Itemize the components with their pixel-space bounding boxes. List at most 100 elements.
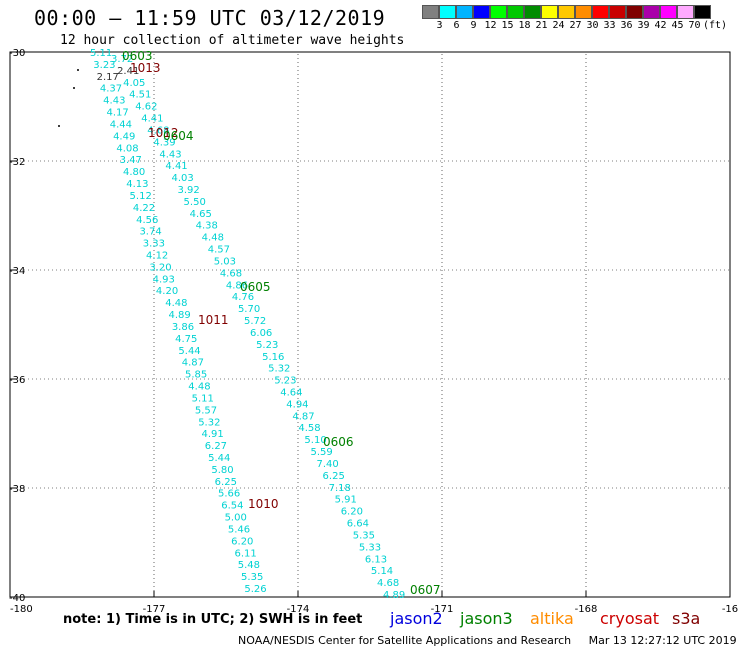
swh-value: 4.48 [188, 382, 210, 393]
swh-value: 4.58 [298, 423, 320, 434]
coast-dot [58, 125, 60, 127]
time-label: 1012 [148, 126, 179, 140]
colorbar-legend [422, 5, 711, 19]
swh-value: 4.49 [113, 131, 135, 142]
colorbar-label: 36 [620, 20, 633, 31]
colorbar-swatch [575, 5, 592, 19]
swh-value: 4.62 [135, 102, 157, 113]
swh-value: 6.54 [221, 501, 243, 512]
colorbar-swatch [456, 5, 473, 19]
swh-value: 5.35 [353, 530, 375, 541]
swh-value: 4.44 [110, 119, 132, 130]
footnote: note: 1) Time is in UTC; 2) SWH is in fe… [63, 612, 363, 627]
swh-value: 5.50 [184, 197, 206, 208]
swh-value: 4.89 [169, 310, 191, 321]
swh-value: 5.72 [244, 316, 266, 327]
colorbar-swatch [609, 5, 626, 19]
colorbar-label: 30 [586, 20, 599, 31]
satellite-jason3: jason3 [460, 609, 513, 628]
lon-tick-label: -168 [575, 604, 598, 615]
colorbar-label: 33 [603, 20, 616, 31]
swh-value: 5.70 [238, 304, 260, 315]
colorbar-swatch [592, 5, 609, 19]
swh-value: 5.35 [241, 572, 263, 583]
swh-value: 4.87 [182, 358, 204, 369]
map-frame [9, 51, 731, 598]
colorbar-swatch [558, 5, 575, 19]
swh-value: 5.11 [192, 393, 214, 404]
satellite-s3a: s3a [672, 609, 701, 628]
swh-value: 3.33 [143, 239, 165, 250]
page-title: 00:00 – 11:59 UTC 03/12/2019 [34, 6, 386, 30]
swh-value: 5.14 [371, 566, 393, 577]
swh-value: 3.74 [139, 227, 161, 238]
lat-tick-label: -36 [9, 375, 25, 386]
lat-tick-label: -30 [9, 48, 25, 59]
swh-value: 4.48 [202, 233, 224, 244]
swh-value: 5.48 [238, 560, 260, 571]
swh-value: 4.08 [116, 143, 138, 154]
colorbar-label: 12 [484, 20, 497, 31]
swh-value: 4.68 [377, 578, 399, 589]
swh-value: 4.87 [292, 411, 314, 422]
swh-value: 5.23 [256, 340, 278, 351]
lat-tick-label: -32 [9, 157, 25, 168]
swh-value: 5.12 [130, 191, 152, 202]
swh-value: 6.13 [365, 554, 387, 565]
swh-value: 4.03 [171, 173, 193, 184]
swh-value: 4.65 [190, 209, 212, 220]
swh-value: 6.11 [234, 548, 256, 559]
swh-value: 3.23 [93, 60, 115, 71]
swh-value: 5.46 [228, 524, 250, 535]
colorbar-labels: 3 6 9 12 15 18 21 24 27 30 33 36 39 42 45 70 (ft) [422, 20, 740, 34]
swh-value: 5.32 [268, 364, 290, 375]
swh-value: 5.00 [225, 513, 247, 524]
swh-value: 2.17 [97, 72, 119, 83]
swh-value: 4.64 [280, 387, 302, 398]
swh-value: 7.18 [329, 483, 351, 494]
swh-value: 5.32 [198, 417, 220, 428]
satellite-cryosat: cryosat [600, 609, 660, 628]
swh-value: 3.20 [149, 262, 171, 273]
time-label: 0605 [240, 280, 271, 294]
colorbar-label: 24 [552, 20, 565, 31]
lon-tick-label: -16 [722, 604, 738, 615]
swh-value: 4.38 [196, 221, 218, 232]
coast-dot [77, 69, 79, 71]
colorbar-label: 9 [470, 20, 477, 31]
colorbar-label: 3 [436, 20, 443, 31]
lat-tick-label: -40 [9, 593, 25, 604]
swh-value: 5.80 [211, 465, 233, 476]
swh-value: 4.48 [165, 298, 187, 309]
colorbar-label: 21 [535, 20, 548, 31]
swh-value: 5.23 [274, 376, 296, 387]
time-label: 1013 [130, 61, 161, 75]
swh-value: 4.91 [201, 429, 223, 440]
swh-value: 4.57 [208, 245, 230, 256]
swh-value: 5.91 [335, 495, 357, 506]
swh-value: 4.89 [383, 590, 405, 601]
swh-value: 4.17 [106, 108, 128, 119]
swh-value: 4.41 [165, 161, 187, 172]
swh-value: 6.20 [341, 507, 363, 518]
swh-value: 5.16 [262, 352, 284, 363]
swh-value: 4.86 [226, 280, 248, 291]
colorbar-swatch [490, 5, 507, 19]
swh-value: 6.25 [215, 477, 237, 488]
colorbar-label: 18 [518, 20, 531, 31]
swh-value: 5.10 [304, 435, 326, 446]
swh-value: 5.11 [90, 48, 112, 59]
swh-value: 4.43 [103, 96, 125, 107]
colorbar-swatch [660, 5, 677, 19]
coast-dot [73, 87, 75, 89]
colorbar-swatch [439, 5, 456, 19]
swh-value: 7.40 [317, 459, 339, 470]
swh-value: 6.20 [231, 536, 253, 547]
time-label: 1010 [248, 497, 279, 511]
colorbar-label: (ft) [703, 20, 728, 31]
colorbar-swatch [507, 5, 524, 19]
satellite-jason2: jason2 [390, 609, 443, 628]
colorbar-label: 27 [569, 20, 582, 31]
swh-value: 6.27 [205, 441, 227, 452]
